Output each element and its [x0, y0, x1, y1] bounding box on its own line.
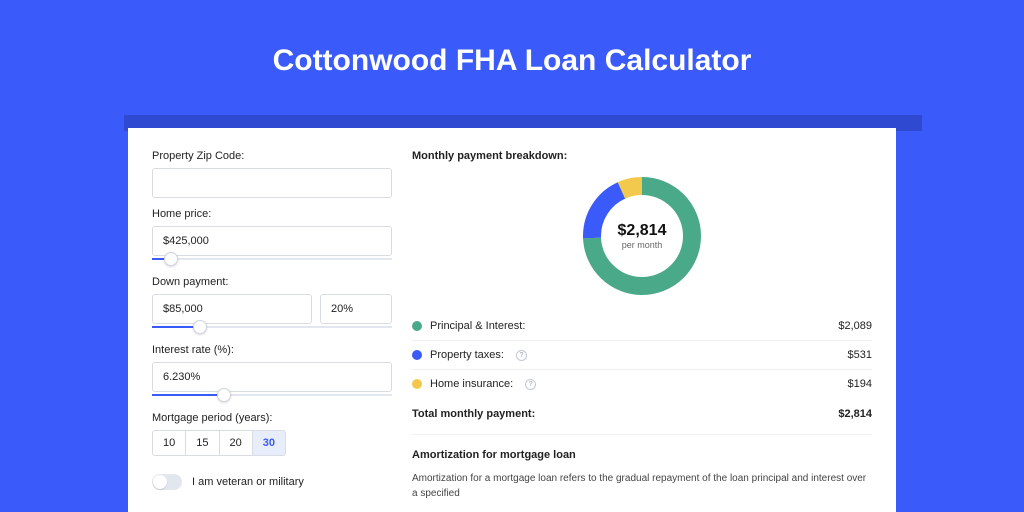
down-payment-slider[interactable]	[152, 324, 392, 334]
results-panel: Monthly payment breakdown: $2,814 per mo…	[412, 150, 872, 512]
legend-value: $194	[848, 378, 872, 390]
interest-slider[interactable]	[152, 392, 392, 402]
legend-value: $531	[848, 349, 872, 361]
amortization-title: Amortization for mortgage loan	[412, 449, 872, 461]
down-payment-label: Down payment:	[152, 276, 392, 288]
info-icon[interactable]: ?	[516, 350, 527, 361]
total-value: $2,814	[838, 408, 872, 420]
amortization-body: Amortization for a mortgage loan refers …	[412, 471, 872, 501]
down-payment-percent-input[interactable]	[320, 294, 392, 324]
total-label: Total monthly payment:	[412, 408, 535, 420]
legend-swatch	[412, 350, 422, 360]
home-price-input[interactable]	[152, 226, 392, 256]
veteran-toggle[interactable]	[152, 474, 182, 490]
donut-amount: $2,814	[618, 222, 667, 240]
legend-row: Home insurance:? $194	[412, 370, 872, 398]
calculator-card: Property Zip Code: Home price: Down paym…	[128, 128, 896, 512]
interest-input[interactable]	[152, 362, 392, 392]
legend-label: Home insurance:	[430, 378, 513, 390]
period-button-10[interactable]: 10	[152, 430, 186, 456]
down-payment-amount-input[interactable]	[152, 294, 312, 324]
page-title: Cottonwood FHA Loan Calculator	[0, 0, 1024, 106]
info-icon[interactable]: ?	[525, 379, 536, 390]
zip-input[interactable]	[152, 168, 392, 198]
legend-list: Principal & Interest: $2,089 Property taxe…	[412, 312, 872, 398]
period-button-group: 10152030	[152, 430, 392, 456]
legend-label: Property taxes:	[430, 349, 504, 361]
breakdown-title: Monthly payment breakdown:	[412, 150, 872, 162]
legend-swatch	[412, 379, 422, 389]
period-button-20[interactable]: 20	[220, 430, 253, 456]
home-price-label: Home price:	[152, 208, 392, 220]
period-label: Mortgage period (years):	[152, 412, 392, 424]
legend-label: Principal & Interest:	[430, 320, 525, 332]
legend-row: Property taxes:? $531	[412, 341, 872, 370]
breakdown-donut: $2,814 per month	[582, 176, 702, 296]
legend-value: $2,089	[838, 320, 872, 332]
form-panel: Property Zip Code: Home price: Down paym…	[152, 150, 392, 512]
legend-swatch	[412, 321, 422, 331]
legend-row: Principal & Interest: $2,089	[412, 312, 872, 341]
zip-label: Property Zip Code:	[152, 150, 392, 162]
home-price-slider[interactable]	[152, 256, 392, 266]
period-button-15[interactable]: 15	[186, 430, 219, 456]
period-button-30[interactable]: 30	[253, 430, 286, 456]
donut-sub: per month	[622, 240, 663, 250]
toggle-knob	[153, 475, 167, 489]
veteran-label: I am veteran or military	[192, 476, 304, 488]
interest-label: Interest rate (%):	[152, 344, 392, 356]
